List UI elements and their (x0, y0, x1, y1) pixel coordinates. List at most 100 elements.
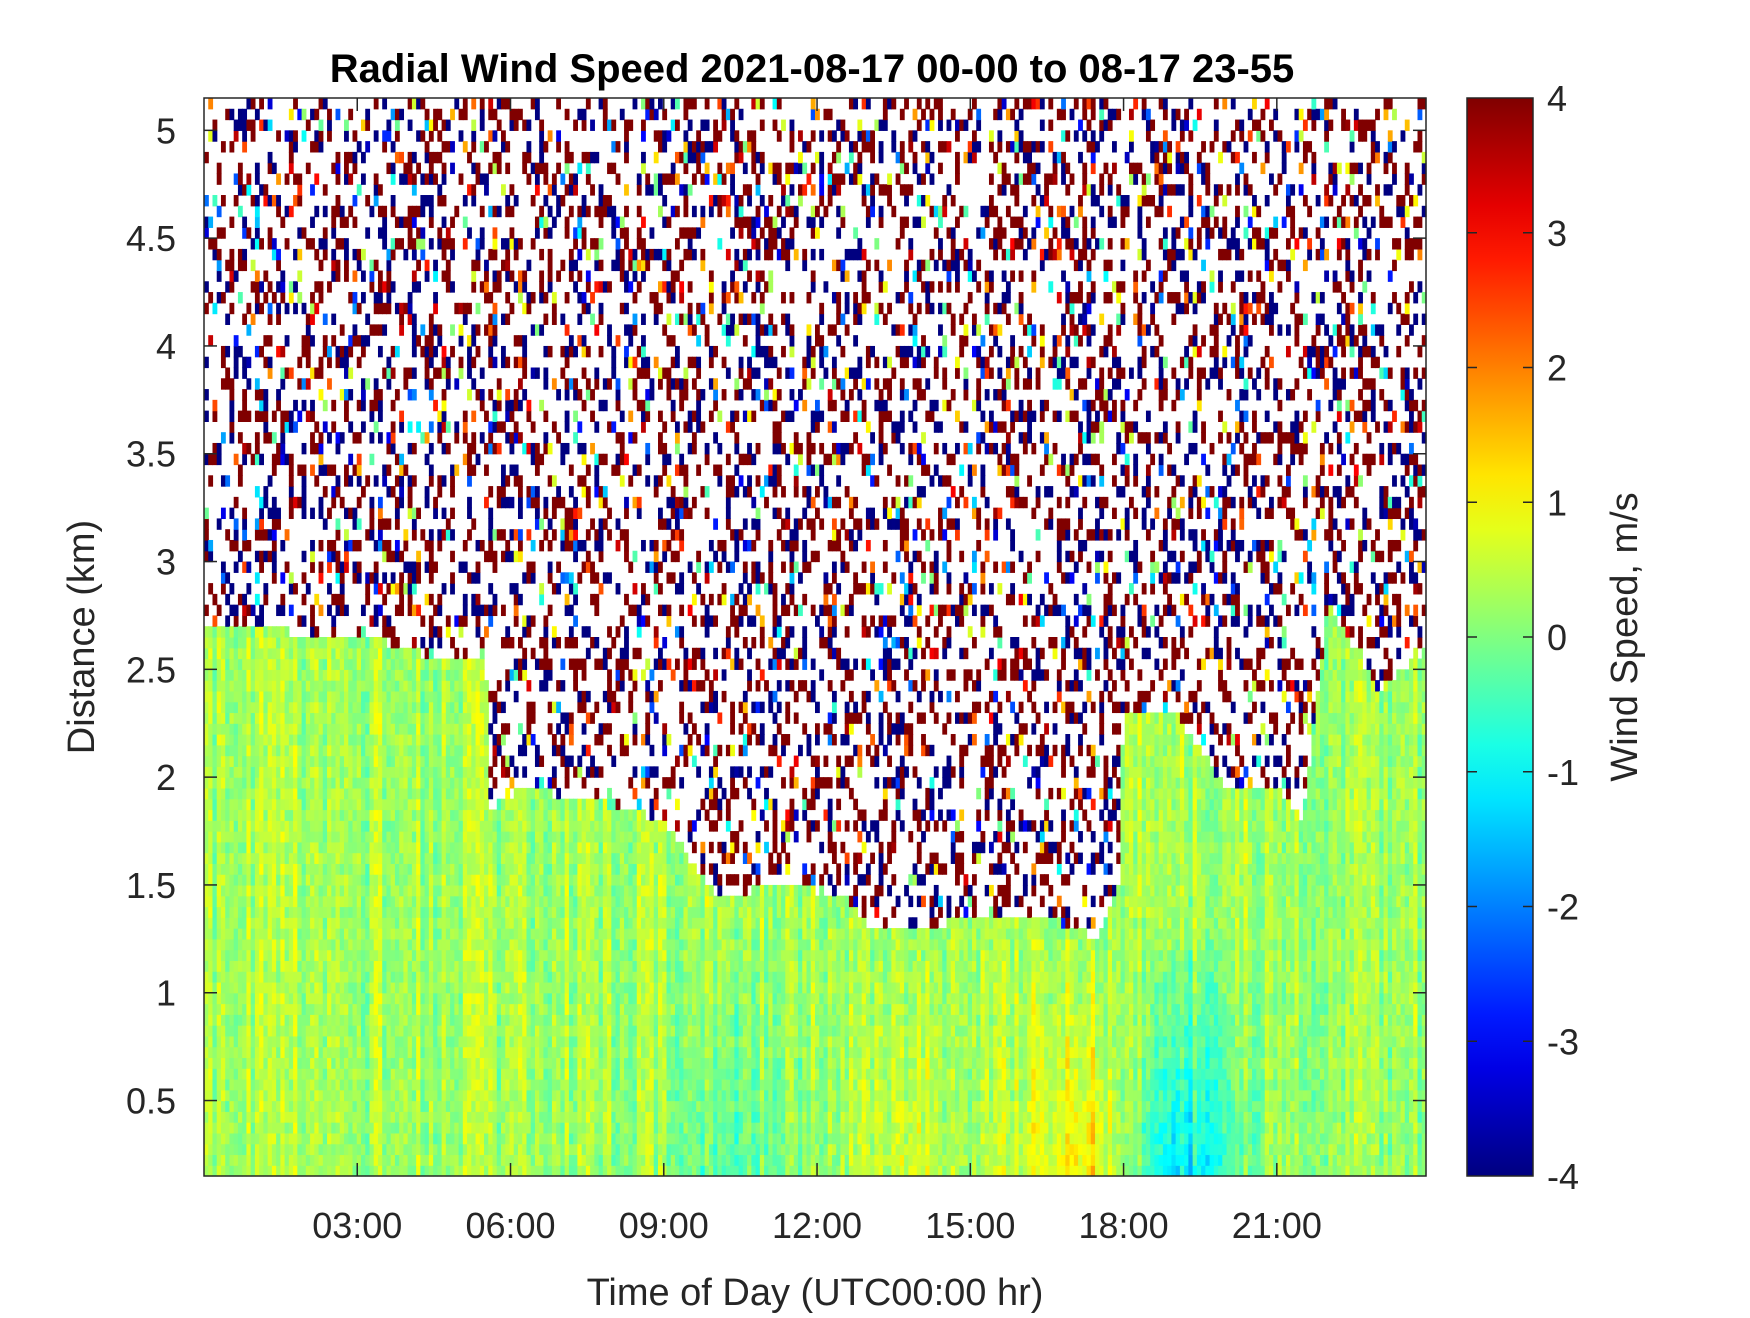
heatmap-cell (433, 1111, 438, 1123)
heatmap-cell (348, 1003, 354, 1015)
heatmap-cell (454, 777, 460, 789)
heatmap-cell (517, 928, 523, 940)
heatmap-cell (335, 1003, 341, 1015)
heatmap-cell (403, 981, 409, 994)
heatmap-cell (310, 841, 315, 854)
heatmap-cell (331, 216, 337, 228)
heatmap-cell (386, 831, 392, 843)
heatmap-cell (471, 1025, 477, 1037)
heatmap-cell (450, 1068, 455, 1080)
heatmap-cell (212, 895, 218, 908)
heatmap-cell (394, 712, 400, 724)
heatmap-cell (356, 917, 362, 929)
heatmap-cell (305, 1068, 311, 1080)
heatmap-cell (475, 1089, 481, 1102)
heatmap-cell (424, 1100, 430, 1112)
heatmap-cell (246, 1143, 252, 1156)
heatmap-cell (204, 550, 209, 563)
heatmap-cell (369, 669, 375, 681)
heatmap-cell (229, 432, 235, 444)
heatmap-cell (369, 496, 375, 509)
heatmap-cell (276, 777, 281, 789)
heatmap-cell (390, 917, 396, 929)
heatmap-cell (445, 1046, 451, 1059)
heatmap-cell (428, 475, 434, 487)
heatmap-cell (318, 798, 324, 811)
heatmap-cell (505, 162, 511, 175)
heatmap-cell (276, 1111, 281, 1123)
heatmap-cell (254, 690, 260, 703)
heatmap-cell (267, 238, 273, 250)
heatmap-cell (233, 744, 239, 757)
heatmap-cell (428, 701, 434, 714)
heatmap-cell (467, 151, 472, 164)
heatmap-cell (267, 766, 273, 778)
heatmap-cell (276, 917, 281, 929)
heatmap-cell (216, 1057, 222, 1069)
heatmap-cell (322, 820, 328, 832)
heatmap-cell (229, 701, 235, 714)
heatmap-cell (276, 798, 281, 811)
heatmap-cell (373, 1089, 379, 1102)
heatmap-cell (348, 173, 354, 185)
heatmap-cell (327, 1068, 332, 1080)
heatmap-cell (445, 669, 451, 681)
heatmap-cell (356, 259, 362, 272)
heatmap-cell (488, 432, 494, 444)
heatmap-cell (377, 432, 383, 444)
heatmap-cell (373, 1143, 379, 1156)
heatmap-cell (225, 593, 231, 606)
heatmap-cell (242, 766, 248, 778)
heatmap-cell (492, 777, 498, 789)
heatmap-cell (360, 712, 366, 724)
heatmap-cell (339, 938, 345, 951)
heatmap-cell (394, 647, 400, 660)
heatmap-cell (220, 227, 226, 239)
heatmap-cell (242, 453, 248, 466)
heatmap-cell (399, 464, 405, 476)
heatmap-cell (450, 1003, 455, 1015)
heatmap-cell (458, 723, 464, 735)
heatmap-cell (237, 787, 243, 800)
heatmap-cell (225, 884, 231, 897)
heatmap-cell (322, 1143, 328, 1156)
heatmap-cell (233, 949, 239, 961)
heatmap-cell (450, 852, 455, 864)
heatmap-cell (377, 960, 383, 972)
heatmap-cell (331, 615, 337, 627)
heatmap-cell (360, 1089, 366, 1102)
heatmap-cell (356, 1057, 362, 1069)
heatmap-cell (225, 1122, 231, 1134)
heatmap-cell (216, 1078, 222, 1091)
heatmap-cell (369, 572, 375, 584)
heatmap-cell (331, 626, 337, 638)
heatmap-cell (267, 1035, 273, 1048)
heatmap-cell (488, 723, 494, 735)
heatmap-cell (517, 1014, 523, 1026)
heatmap-cell (276, 399, 281, 412)
heatmap-cell (293, 852, 298, 864)
heatmap-cell (229, 410, 235, 422)
heatmap-cell (318, 981, 324, 994)
heatmap-cell (420, 971, 426, 983)
heatmap-cell (420, 248, 426, 261)
heatmap-cell (280, 874, 286, 886)
heatmap-cell (305, 1111, 311, 1123)
heatmap-cell (454, 1143, 460, 1156)
heatmap-cell (352, 335, 358, 347)
heatmap-cell (428, 712, 434, 724)
heatmap-cell (339, 701, 345, 714)
heatmap-cell (501, 637, 506, 649)
heatmap-cell (263, 777, 269, 789)
heatmap-cell (314, 1132, 320, 1145)
heatmap-cell (454, 787, 460, 800)
heatmap-cell (517, 938, 523, 951)
heatmap-cell (441, 1014, 447, 1026)
heatmap-cell (233, 367, 239, 379)
heatmap-cell (509, 669, 515, 681)
heatmap-cell (322, 1089, 328, 1102)
heatmap-cell (450, 1025, 455, 1037)
heatmap-cell (496, 1078, 502, 1091)
heatmap-cell (318, 432, 324, 444)
